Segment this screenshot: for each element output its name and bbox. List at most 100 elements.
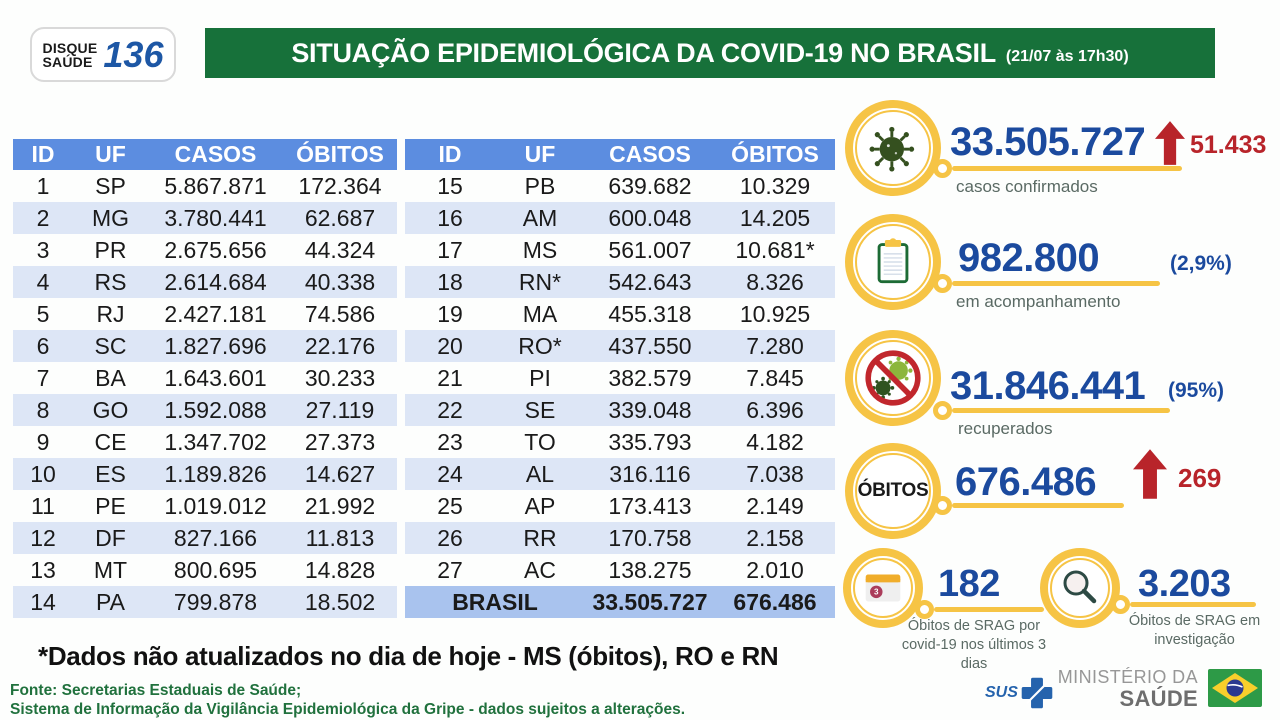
table-row: 17 MS 561.007 10.681* [405,234,835,266]
table-row: 9 CE 1.347.702 27.373 [13,426,397,458]
table-cell: RN* [495,266,585,298]
table-cell: 455.318 [608,300,692,327]
table-row: 7 BA 1.643.601 30.233 [13,362,397,394]
table-cell: 2.675.656 [164,236,267,263]
confirmed-cases-label: casos confirmados [956,177,1098,196]
table-cell: DF [73,522,148,554]
disque-saude-label: DISQUE SAÚDE [43,41,98,69]
col-uf: UF [73,139,148,170]
col-id: ID [13,139,73,170]
table-cell: 1.827.696 [148,330,283,362]
table-cell: 22 [405,394,495,426]
table-cell: PA [73,586,148,618]
srag-investigation-label: Óbitos de SRAG em investigação [1128,613,1261,648]
highlight-underline [1111,595,1256,614]
table-row: 13 MT 800.695 14.828 [13,554,397,586]
table-cell: PI [529,364,551,391]
table-cell: 2.010 [746,556,804,583]
states-table-left: ID UF CASOS ÓBITOS 1 SP 5.867.871 172.364 2 M… [13,139,397,618]
table-cell: 6 [13,330,73,362]
table-cell: 12 [13,522,73,554]
ministry-logo: MINISTÉRIO DA SAÚDE [1052,668,1198,710]
table-cell: 14.205 [715,202,835,234]
srag-recent-value: 182 [938,563,1000,605]
table-row: 2 MG 3.780.441 62.687 [13,202,397,234]
sus-logo: SUS [985,676,1054,710]
table-cell: 74.586 [304,300,376,327]
table-row: 3 PR 2.675.656 44.324 [13,234,397,266]
table-cell: 62.687 [283,202,397,234]
table-cell: 5.867.871 [164,172,267,199]
col-obitos: ÓBITOS [715,139,835,170]
clipboard-icon [845,214,941,310]
calendar-icon-glyph: 3 [865,574,901,602]
table-cell: 21.992 [304,492,376,519]
table-cell: AC [524,556,556,583]
col-id: ID [405,139,495,170]
table-cell: 561.007 [608,236,692,263]
table-header-row: ID UF CASOS ÓBITOS [13,139,397,170]
table-cell: ES [73,458,148,490]
table-cell: 800.695 [173,556,258,583]
table-cell: 335.793 [608,428,692,455]
page-title: SITUAÇÃO EPIDEMIOLÓGICA DA COVID-19 NO B… [291,37,996,68]
table-total-row: BRASIL 33.505.727 676.486 [405,586,835,618]
table-cell: 7.845 [746,364,804,391]
up-arrow-icon [1133,449,1167,499]
table-cell: 1.643.601 [164,364,267,391]
deaths-delta: 269 [1178,463,1222,493]
table-cell: AL [495,458,585,490]
highlight-underline [933,401,1170,420]
recovered-pct: (95%) [1168,379,1225,402]
highlight-underline [933,496,1124,515]
table-cell: 7 [36,364,50,391]
table-cell: 173.413 [608,492,692,519]
table-cell: 30.233 [304,364,376,391]
table-cell: 25 [437,492,463,519]
source-text: Fonte: Secretarias Estaduais de Saúde; S… [10,682,685,720]
table-row: 15 PB 639.682 10.329 [405,170,835,202]
table-cell: 4 [13,266,73,298]
table-row: 24 AL 316.116 7.038 [405,458,835,490]
table-cell: 17 [437,236,463,263]
table-cell: 138.275 [608,556,692,583]
table-cell: 27.373 [304,428,376,455]
table-cell: 382.579 [608,364,692,391]
table-cell: TO [524,428,556,455]
table-cell: 542.643 [585,266,715,298]
table-row: 22 SE 339.048 6.396 [405,394,835,426]
table-cell: 14 [13,586,73,618]
table-cell: 14.828 [304,556,376,583]
table-cell: 5 [36,300,50,327]
table-cell: 3.780.441 [148,202,283,234]
recovered-value: 31.846.441 [950,364,1146,408]
table-row: 27 AC 138.275 2.010 [405,554,835,586]
table-cell: 11 [31,492,55,519]
table-cell: 7.280 [715,330,835,362]
table-cell: PE [95,492,126,519]
table-cell: 13 [30,556,56,583]
ministry-line-1: MINISTÉRIO DA [1057,667,1198,687]
table-row: 6 SC 1.827.696 22.176 [13,330,397,362]
table-cell: 827.166 [148,522,283,554]
footnote: *Dados não atualizados no dia de hoje - … [38,641,779,671]
table-row: 10 ES 1.189.826 14.627 [13,458,397,490]
title-banner: SITUAÇÃO EPIDEMIOLÓGICA DA COVID-19 NO B… [205,28,1215,78]
table-row: 14 PA 799.878 18.502 [13,586,397,618]
no-virus-icon-glyph [865,350,921,406]
col-casos: CASOS [148,139,283,170]
table-row: 8 GO 1.592.088 27.119 [13,394,397,426]
brazil-flag [1208,669,1262,707]
table-row: 11 PE 1.019.012 21.992 [13,490,397,522]
table-cell: MS [522,236,558,263]
table-cell: PB [524,172,556,199]
table-cell: 40.338 [283,266,397,298]
svg-text:3: 3 [874,588,879,597]
table-cell: 27 [437,556,463,583]
table-row: 4 RS 2.614.684 40.338 [13,266,397,298]
table-cell: PR [94,236,127,263]
table-cell: 172.364 [298,172,382,199]
table-cell: RR [495,522,585,554]
table-cell: 16 [405,202,495,234]
table-cell: 26 [405,522,495,554]
